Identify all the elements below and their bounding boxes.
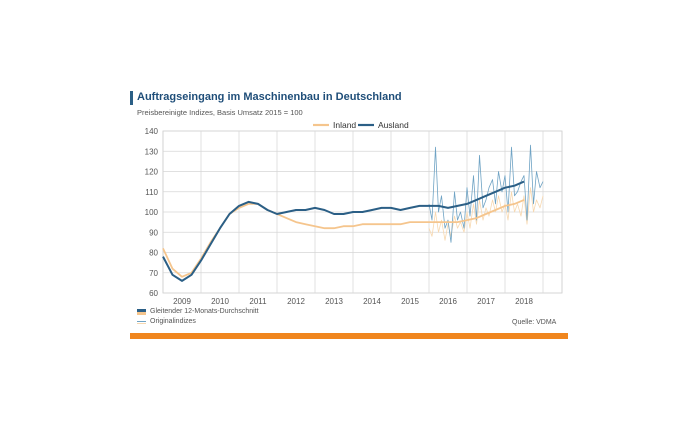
x-tick-label: 2015 bbox=[401, 297, 419, 306]
legend: Inland Ausland bbox=[313, 120, 409, 130]
y-tick-label: 90 bbox=[149, 228, 158, 237]
y-tick-label: 140 bbox=[145, 127, 159, 136]
footer-swatch-inland-orig bbox=[137, 323, 146, 324]
series-line-inland-original bbox=[428, 187, 544, 241]
series-lines bbox=[162, 144, 544, 282]
legend-label: Ausland bbox=[378, 120, 409, 130]
x-tick-label: 2010 bbox=[211, 297, 229, 306]
footer-swatch-ausland bbox=[137, 309, 146, 312]
y-tick-label: 130 bbox=[145, 147, 159, 156]
footer-swatch-inland bbox=[137, 312, 146, 315]
x-tick-label: 2011 bbox=[249, 297, 267, 306]
y-axis-ticks: 60 70 80 90 100 110 120 130 140 bbox=[145, 127, 159, 298]
x-tick-label: 2009 bbox=[173, 297, 191, 306]
chart-subtitle: Preisbereinigte Indizes, Basis Umsatz 20… bbox=[137, 108, 303, 117]
source-note: Quelle: VDMA bbox=[512, 319, 557, 326]
y-tick-label: 60 bbox=[149, 289, 158, 298]
x-tick-label: 2018 bbox=[515, 297, 533, 306]
footer-legend-label: Gleitender 12-Monats-Durchschnitt bbox=[150, 308, 259, 315]
x-axis-ticks: 2009 2010 2011 2012 2013 2014 2015 2016 2017 2018 bbox=[173, 297, 533, 306]
y-tick-label: 70 bbox=[149, 269, 158, 278]
legend-label: Inland bbox=[333, 120, 356, 130]
chart-title: Auftragseingang im Maschinenbau in Deuts… bbox=[137, 91, 402, 103]
x-tick-label: 2013 bbox=[325, 297, 343, 306]
x-tick-label: 2016 bbox=[439, 297, 457, 306]
legend-item-ausland: Ausland bbox=[358, 120, 409, 130]
x-tick-label: 2012 bbox=[287, 297, 305, 306]
x-tick-label: 2014 bbox=[363, 297, 381, 306]
x-tick-label: 2017 bbox=[477, 297, 495, 306]
title-accent-bar bbox=[130, 91, 133, 105]
y-tick-label: 110 bbox=[145, 188, 158, 197]
y-tick-label: 100 bbox=[145, 208, 159, 217]
footer-swatch-ausland-orig bbox=[137, 321, 146, 322]
series-line-ausland bbox=[162, 180, 525, 282]
series-line-ausland-original bbox=[428, 144, 544, 243]
legend-item-inland: Inland bbox=[313, 120, 356, 130]
y-tick-label: 120 bbox=[145, 168, 159, 177]
orange-footer-bar bbox=[130, 333, 568, 339]
footer-legend-label: Originalindizes bbox=[150, 318, 196, 325]
y-tick-label: 80 bbox=[149, 249, 158, 258]
